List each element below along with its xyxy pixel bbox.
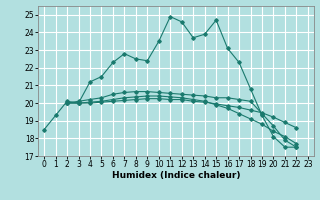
X-axis label: Humidex (Indice chaleur): Humidex (Indice chaleur) [112,171,240,180]
